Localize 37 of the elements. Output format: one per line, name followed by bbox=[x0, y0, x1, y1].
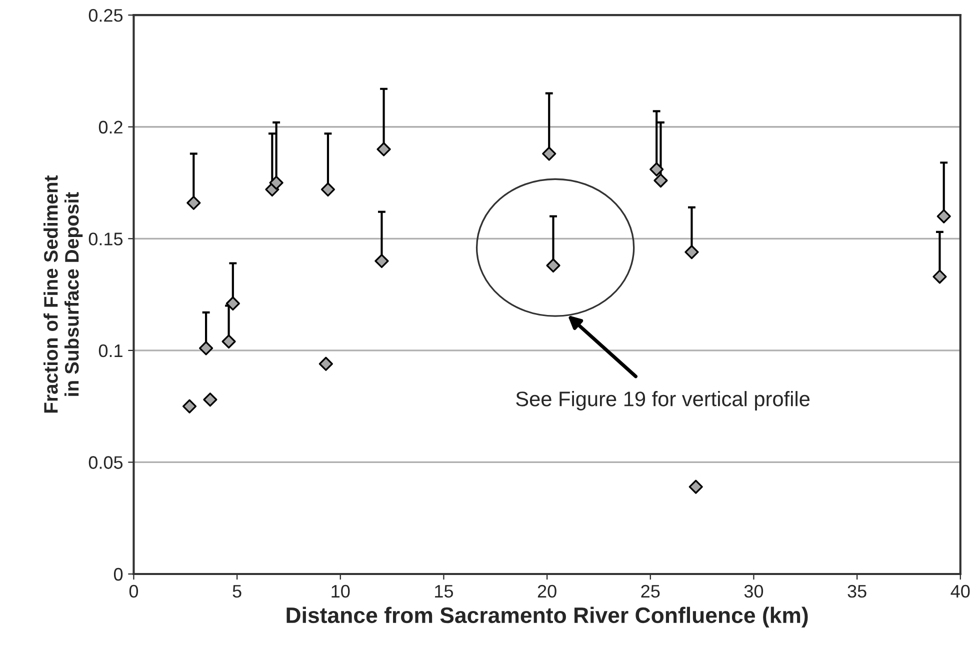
point bbox=[546, 258, 560, 273]
x-tick-label: 10 bbox=[332, 584, 350, 598]
y-tick-label: 0.1 bbox=[98, 344, 122, 358]
point bbox=[318, 356, 333, 371]
y-tick-label: 0.15 bbox=[88, 232, 123, 246]
point bbox=[936, 209, 951, 224]
point bbox=[226, 296, 240, 311]
y-tick-label: 0.2 bbox=[98, 120, 122, 134]
x-tick-label: 35 bbox=[848, 584, 866, 598]
point bbox=[186, 196, 201, 210]
point bbox=[376, 142, 391, 156]
point bbox=[222, 334, 236, 349]
x-tick-label: 5 bbox=[232, 585, 242, 598]
point bbox=[688, 480, 703, 494]
x-tick-label: 20 bbox=[538, 584, 556, 598]
y-axis-title: Fraction of Fine Sediment in Subsurface Deposit bbox=[44, 175, 83, 413]
x-axis-title: Distance from Sacramento River Confluence (km) bbox=[286, 606, 808, 628]
point bbox=[932, 270, 947, 284]
point bbox=[654, 173, 668, 188]
y-tick-label: 0 bbox=[114, 568, 123, 581]
point bbox=[684, 245, 699, 260]
point bbox=[542, 146, 556, 161]
x-tick-label: 40 bbox=[950, 584, 970, 598]
y-tick-label: 0.05 bbox=[88, 456, 123, 469]
point bbox=[650, 162, 664, 176]
y-tick-label: 0.25 bbox=[88, 9, 123, 22]
x-tick-label: 30 bbox=[744, 584, 764, 598]
x-tick-label: 0 bbox=[129, 584, 138, 598]
point bbox=[199, 341, 214, 356]
point bbox=[269, 176, 284, 190]
point bbox=[203, 392, 218, 407]
point bbox=[320, 182, 336, 197]
x-tick-label: 25 bbox=[641, 584, 660, 598]
point bbox=[374, 254, 389, 268]
annotation: See Figure 19 for vertical profile bbox=[516, 391, 810, 410]
point bbox=[182, 399, 197, 414]
x-tick-label: 15 bbox=[435, 585, 453, 598]
